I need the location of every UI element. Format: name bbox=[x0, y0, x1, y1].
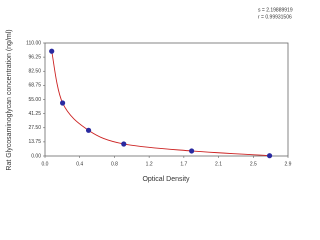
y-tick-label: 0.00 bbox=[31, 153, 41, 159]
data-point bbox=[189, 148, 195, 154]
chart: Rat Glycosaminoglycan concentration (ng/… bbox=[0, 0, 300, 200]
annotation: s = 2.19889919 bbox=[258, 7, 293, 13]
x-tick-label: 1.2 bbox=[146, 161, 153, 167]
x-tick-label: 2.1 bbox=[215, 161, 222, 167]
y-tick-label: 13.75 bbox=[28, 139, 41, 145]
x-tick-label: 0.0 bbox=[42, 161, 49, 167]
y-tick-label: 82.50 bbox=[28, 69, 41, 75]
data-point bbox=[85, 127, 92, 133]
data-point bbox=[49, 48, 55, 54]
x-tick-label: 2.5 bbox=[250, 161, 257, 167]
y-tick-label: 110.00 bbox=[26, 40, 41, 46]
x-tick-label: 0.8 bbox=[111, 161, 118, 167]
y-tick-label: 41.25 bbox=[28, 111, 41, 117]
y-tick-label: 68.75 bbox=[28, 83, 41, 89]
y-tick-label: 27.50 bbox=[28, 125, 41, 131]
x-axis-label: Optical Density bbox=[142, 176, 190, 183]
data-point bbox=[59, 100, 66, 106]
y-tick-label: 55.00 bbox=[28, 97, 41, 103]
y-tick-label: 96.25 bbox=[28, 54, 41, 60]
data-point bbox=[266, 153, 273, 159]
x-tick-label: 0.4 bbox=[76, 161, 83, 167]
background bbox=[0, 0, 300, 200]
annotation: r = 0.99931506 bbox=[258, 14, 292, 20]
y-axis-label: Rat Glycosaminoglycan concentration (ng/… bbox=[6, 29, 13, 170]
data-point bbox=[121, 141, 127, 147]
x-tick-label: 1.7 bbox=[180, 161, 187, 167]
x-tick-label: 2.9 bbox=[285, 161, 292, 167]
